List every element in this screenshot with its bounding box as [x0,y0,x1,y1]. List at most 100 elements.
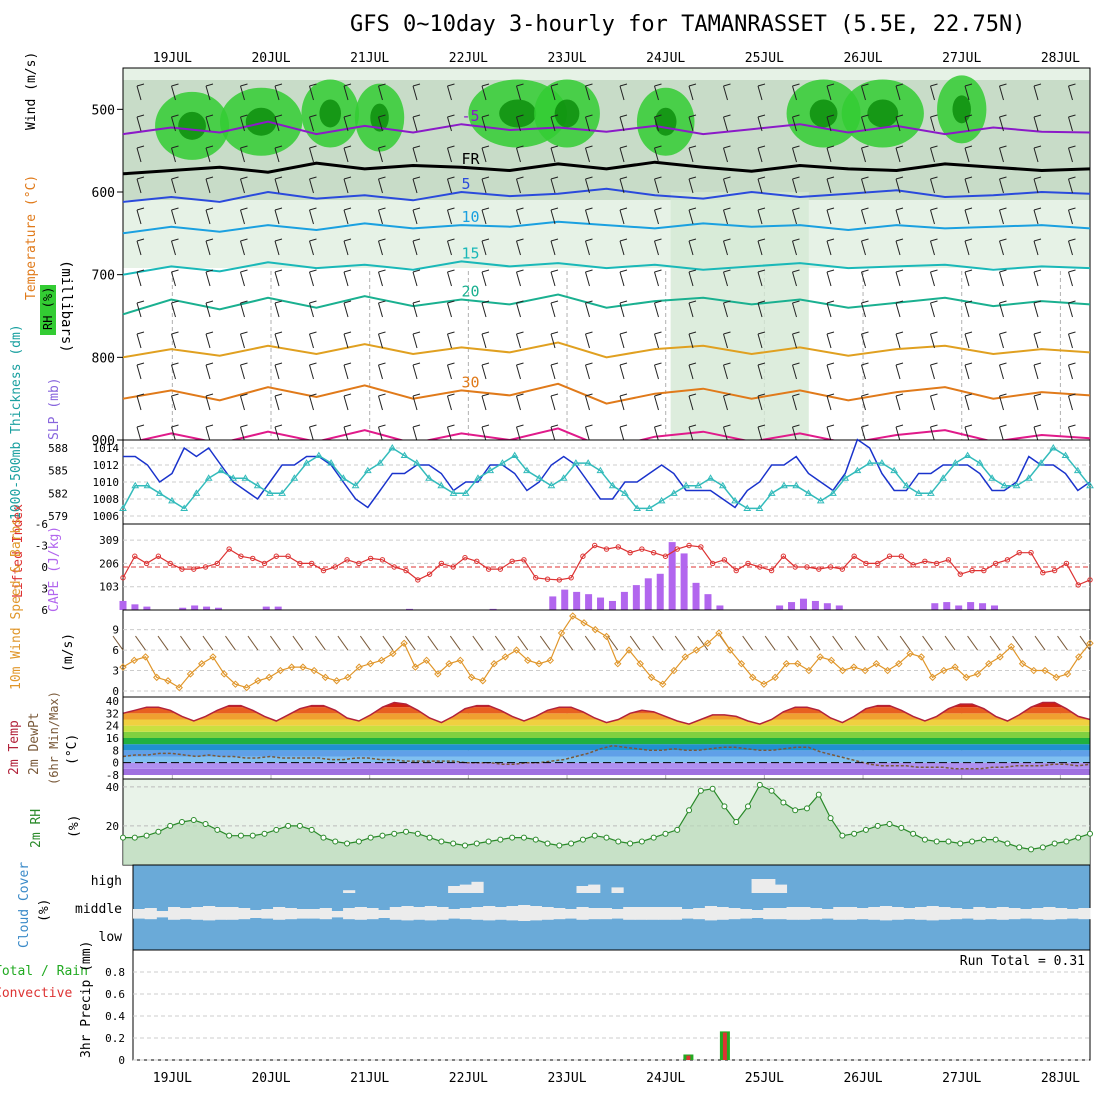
thickness-point [804,489,813,496]
wind-barb [309,209,314,225]
wind-barb-flag [309,238,317,242]
wind-barb-flag [343,207,352,211]
wind-barb-flag [930,114,938,118]
wind-barb [723,333,728,349]
wind-barb-flag [688,393,697,397]
wind-barb-flag [412,393,421,397]
middle-cloud-bar [424,906,437,921]
wind-barb-flag [481,114,490,118]
rh-point [803,805,810,812]
middle-cloud-bar [459,908,472,920]
wind-barb [516,240,521,256]
wind-barb-flag [309,207,317,211]
wind-barb [550,302,556,318]
wind-barb-flag [964,269,973,273]
wind-point [861,666,869,675]
rh-point [155,828,162,835]
thickness-point [963,451,972,459]
wind-barb [792,209,797,225]
temp-color-band [123,725,1090,732]
wind-barb-flag [447,269,455,273]
thickness-point [388,444,397,451]
thickness-point [829,489,837,496]
wind-barb-flag [205,300,214,304]
wind-barb-flag [964,207,973,211]
wind-barb [861,395,866,411]
wind-barb [240,271,245,287]
wind-barb-flag [1068,114,1076,118]
thickness-point [510,451,519,459]
thickness-point [1024,474,1033,481]
wind-point [467,673,476,682]
wind-barb [274,271,280,287]
wind-barb-flag [136,114,145,118]
temp-color-band [123,756,1090,763]
wind-barb [964,364,970,380]
high-cloud-bar [343,890,356,893]
temp-color-band [123,762,1090,769]
wind-barb [792,178,797,194]
wind-barb [826,364,832,380]
wind-barb-flag [619,424,628,428]
surface-wind-barb [337,635,349,651]
wind-point [254,677,262,685]
li-tick-label: 6 [41,604,48,617]
isotherm-line-25 [122,341,1091,359]
wind-barb-flag [481,238,490,242]
wind-barb [343,85,349,101]
wind-tick-label: 3 [112,665,119,678]
x-tick-label-bottom: 21JUL [350,1071,389,1086]
isotherm-line-15 [122,260,1091,276]
thickness-point [890,466,899,474]
wind-barb-flag [205,362,214,366]
rh-point [532,836,539,843]
wind-barb-flag [964,238,973,242]
x-tick-label-bottom: 28JUL [1041,1071,1080,1086]
thickness-point [217,466,225,474]
wind-barb [550,209,556,225]
wind-barb [619,85,625,101]
wind-barb-flag [792,424,800,428]
wind-barb-flag [274,362,283,366]
wind-barb-flag [826,269,835,273]
li-point [615,544,621,550]
wind-barb-flag [792,176,800,180]
li-point [509,558,515,564]
surface-wind-barb [742,635,754,651]
wind-barb-flag [585,362,593,366]
wind-barb-flag [723,238,731,242]
surface-wind-barb [517,635,529,651]
wind-barb-flag [481,83,490,87]
series-line-2m-temp [122,701,1091,725]
wind-barb-flag [826,300,835,304]
high-cloud-bar [763,879,776,893]
surface-wind-barb [562,635,574,651]
surface-wind-barb [202,635,214,651]
thickness-point [535,474,544,481]
wind-barb [826,395,832,411]
surface-wind-barb [225,635,236,651]
surface-wind-barb [944,635,956,651]
wind-barb [999,271,1004,287]
high-cloud-bar [751,879,764,893]
wind-barb [1068,116,1073,132]
wind-barb [654,302,659,318]
isotherm-label: 10 [461,208,479,226]
wind-barb [619,178,625,194]
wind-barb [412,116,418,132]
wind-barb-flag [343,300,352,304]
wind-barb [136,147,142,163]
wind-barb-flag [412,362,421,366]
thickness-point [792,481,801,489]
wind-barb [205,178,211,194]
middle-cloud-bar [938,907,951,920]
wind-point [816,653,824,661]
wind-barb-flag [654,424,662,428]
wind-barb [1033,178,1039,194]
wind-barb [619,302,625,318]
cape-bar [561,589,569,610]
x-tick-label-bottom: 25JUL [745,1071,784,1086]
thickness-point [376,459,384,466]
wind-barb [171,364,176,380]
